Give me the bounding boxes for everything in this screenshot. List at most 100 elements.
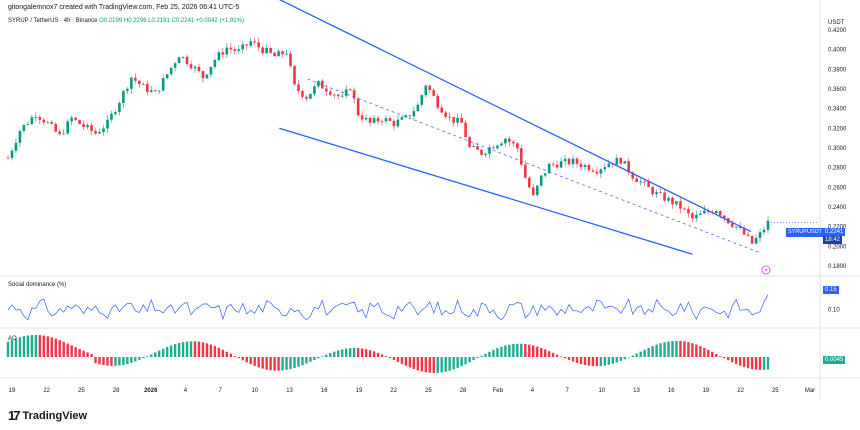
candle-body: [249, 41, 253, 46]
candle-body: [50, 122, 54, 124]
x-tick-label: 19: [356, 388, 363, 394]
candle-body: [173, 63, 177, 68]
candle-body: [114, 112, 117, 114]
ao-bar: [269, 357, 272, 371]
candle-body: [380, 121, 384, 123]
ao-bar: [444, 357, 447, 372]
ao-bar: [516, 343, 519, 357]
ao-bar: [520, 343, 523, 357]
ao-bar: [723, 357, 726, 359]
candle-body: [722, 215, 726, 219]
candle-body: [98, 132, 101, 134]
ao-bar: [719, 356, 722, 357]
candle-body: [718, 211, 722, 216]
ao-bar: [551, 352, 555, 357]
candle-body: [293, 66, 296, 85]
candle-body: [631, 172, 635, 179]
ao-bar: [543, 349, 547, 357]
ao-bar: [500, 346, 503, 357]
candle-body: [352, 90, 356, 99]
symbol-line[interactable]: SYRUP / TetherUS · 4h · Binance O0.2199 …: [8, 18, 244, 24]
ao-bar: [504, 345, 507, 357]
countdown-tag: 18:42: [823, 236, 843, 244]
x-tick-label: 4: [531, 388, 535, 394]
ao-bar: [691, 343, 694, 357]
candle-body: [575, 158, 579, 164]
candle-body: [420, 95, 424, 105]
y-tick-label: 0.3000: [828, 146, 847, 152]
ao-bar: [122, 357, 125, 365]
ao-bar: [671, 340, 674, 357]
candle-body: [122, 91, 125, 104]
ao-bar: [699, 346, 702, 357]
y-tick-label: 0.3200: [828, 126, 847, 132]
candle-body: [141, 83, 145, 85]
symbol-price-tag: SYRUPUSDT: [786, 228, 824, 237]
candle-body: [145, 83, 149, 93]
candle-body: [754, 237, 758, 244]
ao-bar: [213, 346, 217, 357]
candle-body: [738, 226, 742, 228]
ao-bar: [82, 350, 85, 357]
y-tick-label: 0.3400: [828, 107, 847, 113]
ao-bar: [460, 357, 463, 367]
social-dominance-line: [7, 294, 769, 321]
ao-bar: [98, 357, 101, 365]
ao-bar: [38, 335, 42, 357]
candle-body: [177, 57, 181, 64]
ao-bar: [579, 357, 583, 365]
ao-bar: [221, 349, 225, 357]
ao-bar: [360, 348, 364, 357]
y-tick-label: 0.4200: [828, 28, 847, 34]
ao-bar: [26, 335, 30, 357]
ao-bar: [492, 349, 495, 357]
candle-body: [400, 117, 404, 120]
candle-body: [484, 153, 487, 155]
candle-body: [500, 143, 503, 146]
y-tick-label: 0.2800: [828, 166, 847, 172]
ao-bar: [559, 356, 563, 357]
ao-bar: [623, 357, 626, 360]
candle-body: [519, 148, 523, 165]
ao-label[interactable]: AO: [8, 336, 17, 342]
x-tick-label: 28: [460, 388, 467, 394]
candle-body: [563, 158, 567, 162]
candle-body: [372, 118, 376, 123]
y-tick-label: 0.2200: [828, 225, 847, 231]
social-dominance-label[interactable]: Social dominance (%): [8, 282, 67, 288]
candle-body: [46, 122, 50, 123]
candle-body: [384, 118, 388, 122]
candle-body: [587, 164, 591, 171]
currency-unit[interactable]: USDT: [828, 20, 845, 26]
ao-bar: [480, 355, 483, 357]
candle-body: [325, 88, 328, 92]
x-tick-label: 19: [9, 388, 16, 394]
candle-body: [301, 90, 304, 97]
candle-body: [464, 122, 467, 138]
ao-bar: [464, 357, 467, 365]
candle-body: [229, 47, 233, 50]
ao-bar: [380, 354, 384, 357]
ao-bar: [583, 357, 587, 366]
candle-body: [488, 147, 491, 154]
ao-bar: [181, 342, 185, 357]
candle-body: [209, 66, 213, 75]
candle-body: [539, 175, 543, 186]
x-tick-label: 22: [737, 388, 744, 394]
candle-body: [766, 220, 770, 230]
symbol-text: SYRUP / TetherUS · 4h · Binance: [8, 18, 98, 24]
candle-body: [675, 201, 678, 205]
candle-body: [233, 49, 237, 51]
ao-bar: [193, 341, 197, 357]
candle-body: [181, 56, 185, 58]
candle-body: [86, 125, 89, 128]
candle-body: [480, 149, 483, 155]
candle-body: [408, 115, 412, 117]
ao-bar: [703, 347, 706, 357]
candle-body: [444, 112, 447, 117]
candle-body: [102, 128, 105, 133]
candle-body: [66, 121, 69, 134]
ao-bar: [201, 342, 205, 357]
tradingview-logo[interactable]: 17 TradingView: [8, 408, 87, 423]
ao-bar: [297, 357, 300, 367]
